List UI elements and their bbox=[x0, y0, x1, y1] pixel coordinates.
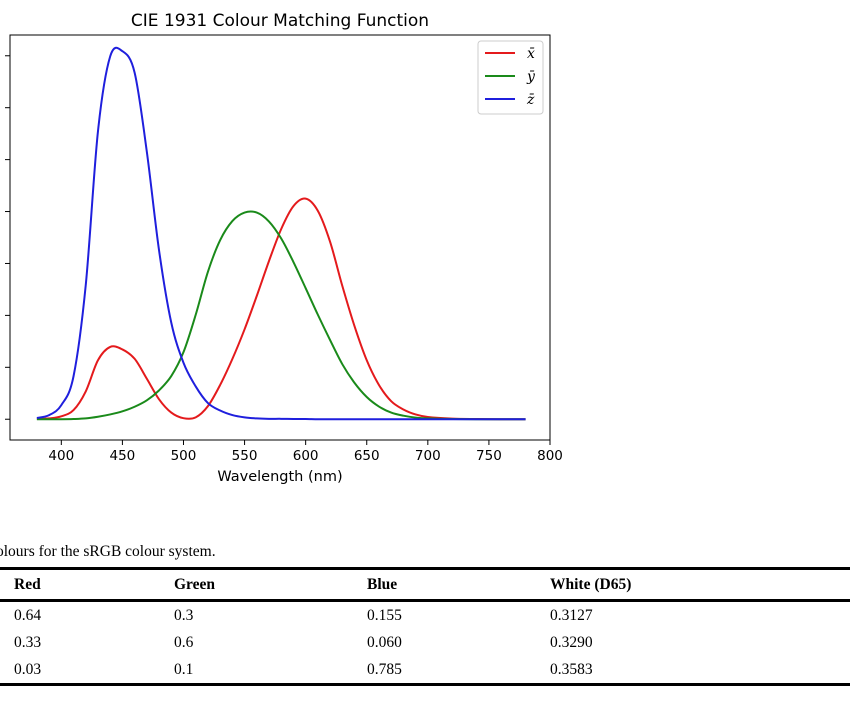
srgb-primaries-table: Red Green Blue White (D65) 0.64 0.3 0.15… bbox=[0, 567, 850, 686]
legend: x̄ ȳ z̄ bbox=[477, 40, 544, 115]
x-tick-label: 800 bbox=[537, 448, 563, 464]
x-tick-label: 650 bbox=[354, 448, 380, 464]
legend-box bbox=[477, 40, 544, 115]
cell-white-x: 0.3127 bbox=[550, 606, 593, 624]
header-blue: Blue bbox=[367, 575, 398, 593]
x-tick-label: 500 bbox=[171, 448, 197, 464]
x-tick-label: 550 bbox=[232, 448, 258, 464]
table-row: 0.33 0.6 0.060 0.3290 bbox=[0, 629, 850, 656]
cell-blue-z: 0.785 bbox=[367, 660, 402, 678]
x-axis-label: Wavelength (nm) bbox=[217, 469, 342, 485]
series-line-x-bar bbox=[36, 197, 526, 421]
table-row: 0.03 0.1 0.785 0.3583 bbox=[0, 656, 850, 685]
cell-red-z: 0.03 bbox=[14, 660, 42, 678]
plot-frame bbox=[9, 34, 551, 441]
table-caption: olours for the sRGB colour system. bbox=[0, 543, 216, 560]
cell-blue-x: 0.155 bbox=[367, 606, 402, 624]
series-line-y-bar bbox=[36, 210, 526, 421]
cell-green-z: 0.1 bbox=[174, 660, 194, 678]
header-white: White (D65) bbox=[550, 575, 632, 593]
cell-white-z: 0.3583 bbox=[550, 660, 593, 678]
cell-red-x: 0.64 bbox=[14, 606, 42, 624]
x-tick-label: 700 bbox=[415, 448, 441, 464]
legend-label: ȳ bbox=[526, 69, 536, 85]
x-tick-label: 400 bbox=[48, 448, 74, 464]
series-line-z-bar bbox=[36, 46, 526, 421]
cell-green-y: 0.6 bbox=[174, 633, 194, 651]
cell-blue-y: 0.060 bbox=[367, 633, 402, 651]
legend-label: x̄ bbox=[527, 46, 535, 62]
chart-title: CIE 1931 Colour Matching Function bbox=[131, 11, 429, 31]
table-header-row: Red Green Blue White (D65) bbox=[0, 568, 850, 601]
cell-white-y: 0.3290 bbox=[550, 633, 593, 651]
axis-ticks: 400 450 500 550 600 650 700 750 800 bbox=[5, 55, 563, 464]
cmf-chart: CIE 1931 Colour Matching Function 400 450… bbox=[5, 11, 563, 485]
table-row: 0.64 0.3 0.155 0.3127 bbox=[0, 601, 850, 630]
x-tick-label: 750 bbox=[476, 448, 502, 464]
cell-red-y: 0.33 bbox=[14, 633, 42, 651]
x-tick-label: 450 bbox=[110, 448, 136, 464]
x-tick-label: 600 bbox=[293, 448, 319, 464]
header-red: Red bbox=[14, 575, 41, 593]
legend-label: z̄ bbox=[526, 92, 535, 108]
series-lines bbox=[36, 46, 526, 421]
cell-green-x: 0.3 bbox=[174, 606, 194, 624]
header-green: Green bbox=[174, 575, 216, 593]
